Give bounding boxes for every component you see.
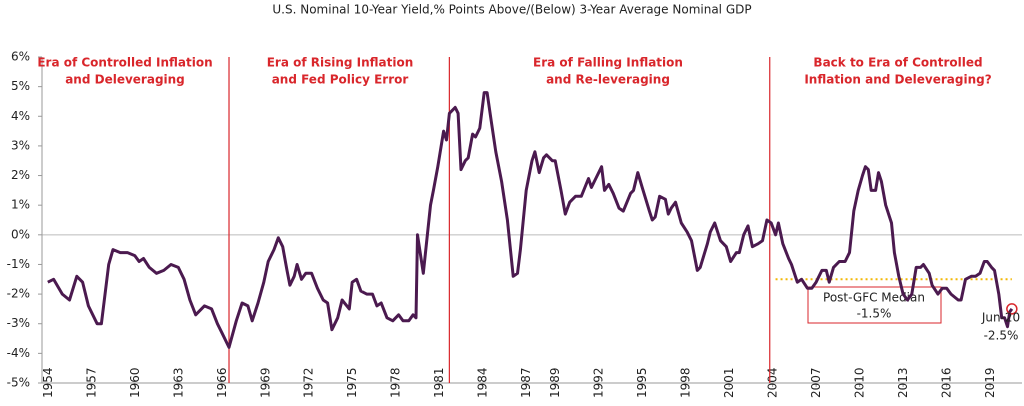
x-tick-label: 1998 xyxy=(679,367,693,398)
x-tick-label: 2007 xyxy=(809,367,823,398)
era-label: Era of Controlled Inflation xyxy=(37,56,212,70)
x-tick-label: 1969 xyxy=(258,367,272,398)
x-tick-label: 1984 xyxy=(476,367,490,398)
y-tick-label: -3% xyxy=(7,316,30,330)
x-tick-label: 2004 xyxy=(766,367,780,398)
era-label: Era of Rising Inflation xyxy=(267,56,414,70)
era-label: and Deleveraging xyxy=(65,73,185,87)
last-point xyxy=(1006,303,1018,315)
x-tick-label: 1972 xyxy=(302,367,316,398)
y-tick-label: 0% xyxy=(11,227,30,241)
x-tick-label: 1978 xyxy=(389,367,403,398)
series-line xyxy=(47,91,1014,349)
era-label: Back to Era of Controlled xyxy=(813,56,982,70)
x-tick-label: 1981 xyxy=(432,367,446,398)
last-point-label: -2.5% xyxy=(984,329,1019,343)
y-tick-label: 1% xyxy=(11,198,30,212)
x-tick-label: 1966 xyxy=(215,367,229,398)
x-tick-label: 1989 xyxy=(548,367,562,398)
x-tick-label: 1987 xyxy=(519,367,533,398)
x-tick-label: 1963 xyxy=(171,367,185,398)
y-tick-label: -1% xyxy=(7,257,30,271)
x-tick-label: 1995 xyxy=(635,367,649,398)
y-tick-label: -4% xyxy=(7,346,30,360)
y-tick-label: 5% xyxy=(11,79,30,93)
era-label: and Fed Policy Error xyxy=(272,73,409,87)
x-tick-label: 1975 xyxy=(345,367,359,398)
median-label: Post-GFC Median xyxy=(823,291,925,305)
last-point-label: Jun-20 xyxy=(981,311,1020,325)
x-tick-label: 2001 xyxy=(722,367,736,398)
x-tick-label: 1954 xyxy=(41,367,55,398)
x-tick-label: 2019 xyxy=(983,367,997,398)
era-label: Inflation and Deleveraging? xyxy=(804,73,991,87)
median-label: -1.5% xyxy=(857,307,892,321)
chart-title: U.S. Nominal 10-Year Yield,% Points Abov… xyxy=(272,3,751,17)
y-tick-label: -5% xyxy=(7,376,30,390)
x-tick-label: 1992 xyxy=(592,367,606,398)
y-tick-label: 3% xyxy=(11,138,30,152)
y-tick-label: 4% xyxy=(11,109,30,123)
x-tick-label: 1960 xyxy=(128,367,142,398)
y-tick-label: 2% xyxy=(11,168,30,182)
x-tick-label: 2016 xyxy=(940,367,954,398)
x-tick-label: 1957 xyxy=(84,367,98,398)
x-tick-label: 2013 xyxy=(896,367,910,398)
median-callout-box xyxy=(807,286,942,324)
era-label: Era of Falling Inflation xyxy=(533,56,683,70)
era-label: and Re-leveraging xyxy=(546,73,670,87)
y-tick-label: -2% xyxy=(7,287,30,301)
x-tick-label: 2010 xyxy=(853,367,867,398)
y-tick-label: 6% xyxy=(11,50,30,64)
